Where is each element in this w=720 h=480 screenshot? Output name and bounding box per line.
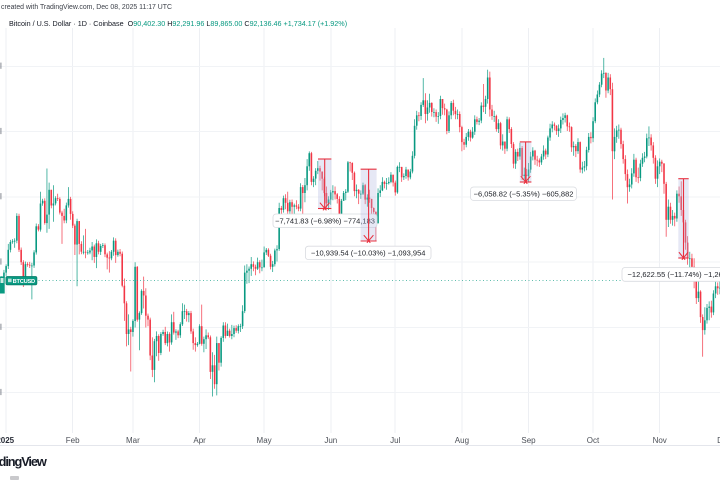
svg-text:Apr: Apr [193, 436, 206, 445]
svg-text:−6,058.82 (−5.35%) −605,882: −6,058.82 (−5.35%) −605,882 [474, 189, 574, 198]
svg-text:Dec: Dec [717, 436, 720, 445]
svg-text:2025: 2025 [0, 436, 15, 445]
svg-text:Jul: Jul [390, 436, 400, 445]
svg-text:Sep: Sep [521, 436, 536, 445]
svg-text:Aug: Aug [455, 436, 469, 445]
svg-text:−12,622.55 (−11.74%) −1,262,25: −12,622.55 (−11.74%) −1,262,255 [628, 270, 720, 279]
svg-text:May: May [257, 436, 272, 445]
svg-text:−7,741.83 (−6.98%) −774,183: −7,741.83 (−6.98%) −774,183 [275, 216, 375, 225]
svg-text:Oct: Oct [587, 436, 600, 445]
svg-text:Jun: Jun [324, 436, 337, 445]
svg-text:Mar: Mar [126, 436, 140, 445]
svg-text:−10,939.54 (−10.03%) −1,093,95: −10,939.54 (−10.03%) −1,093,954 [311, 249, 425, 258]
svg-text:Feb: Feb [66, 436, 80, 445]
svg-text:BTCUSD: BTCUSD [13, 279, 35, 285]
svg-text:Nov: Nov [653, 436, 667, 445]
